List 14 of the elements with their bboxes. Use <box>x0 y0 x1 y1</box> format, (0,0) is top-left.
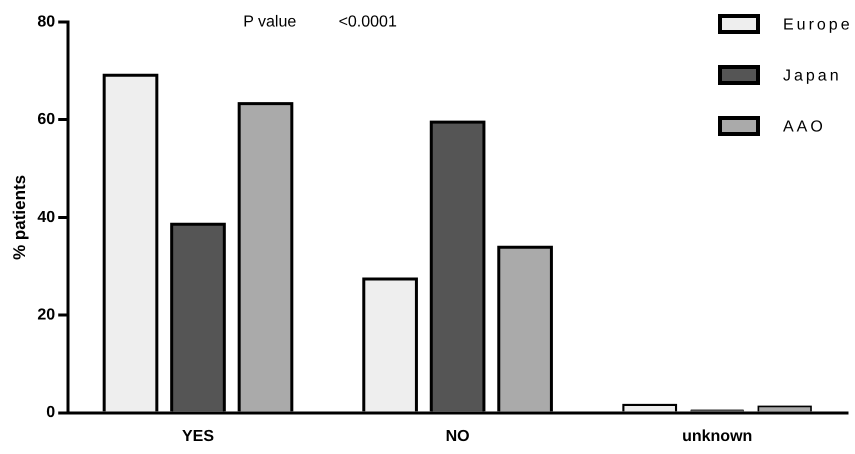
annotation: <0.0001 <box>338 13 397 30</box>
y-tick-label: 40 <box>37 208 56 226</box>
y-tick-label: 60 <box>37 111 56 128</box>
x-tick-label: YES <box>182 428 214 445</box>
y-tick-label: 20 <box>37 306 56 324</box>
y-axis-title: % patients <box>10 174 29 260</box>
y-tick-label: 80 <box>37 13 56 30</box>
legend-label: AAO <box>783 118 826 136</box>
x-tick-label: NO <box>446 428 470 445</box>
legend-label: Europe <box>783 16 853 34</box>
legend-label: Japan <box>783 67 842 84</box>
annotation: P value <box>243 13 296 30</box>
y-tick-label: 0 <box>46 404 56 422</box>
x-tick-label: unknown <box>682 428 752 445</box>
